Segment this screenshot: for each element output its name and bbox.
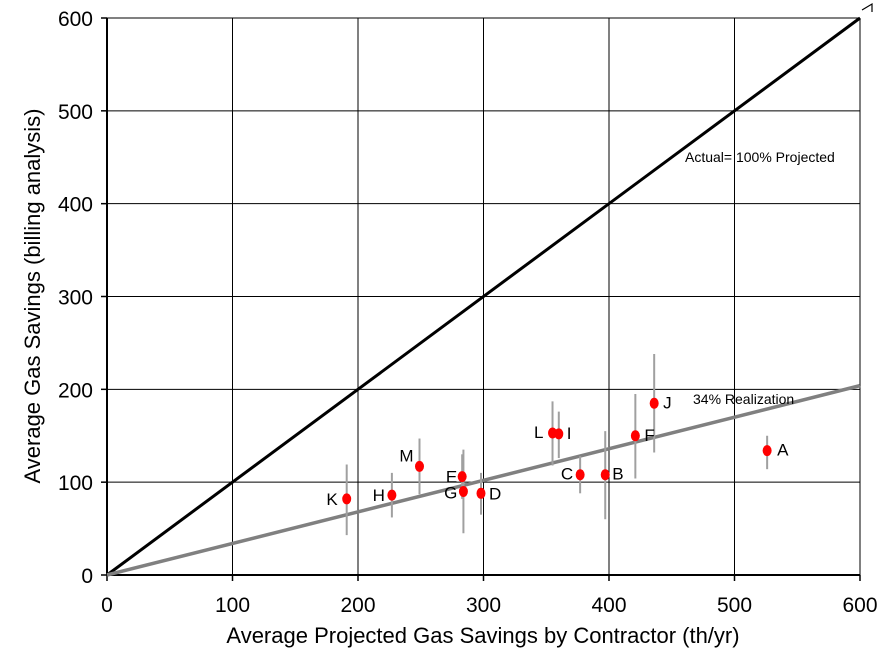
x-tick-label: 100	[215, 594, 250, 617]
point-f	[630, 430, 640, 442]
point-label-c: C	[561, 465, 573, 484]
point-e	[457, 471, 467, 483]
point-label-e: E	[446, 468, 457, 487]
point-m	[414, 460, 424, 472]
y-tick-label: 600	[58, 8, 93, 31]
point-label-b: B	[612, 465, 623, 484]
x-tick-label: 200	[340, 594, 375, 617]
point-j	[649, 397, 659, 409]
y-axis-title: Average Gas Savings (billing analysis)	[20, 109, 45, 484]
x-tick-label: 600	[842, 594, 877, 617]
point-d	[476, 487, 486, 499]
point-label-i: I	[567, 424, 572, 443]
error-bars	[345, 354, 769, 536]
y-tick-label: 0	[81, 565, 93, 588]
x-axis-title: Average Projected Gas Savings by Contrac…	[226, 623, 739, 648]
point-label-k: K	[326, 490, 338, 509]
line-100-label: Actual= 100% Projected	[685, 149, 835, 165]
y-tick-label: 200	[58, 379, 93, 402]
point-label-h: H	[373, 486, 385, 505]
point-label-j: J	[663, 393, 672, 412]
y-tick-label: 500	[58, 101, 93, 124]
point-label-l: L	[534, 423, 543, 442]
line-34-label: 34% Realization	[693, 391, 794, 407]
point-l	[548, 427, 558, 439]
reference-lines: Actual= 100% Projected 34% Realization	[106, 16, 861, 577]
y-tick-label: 100	[58, 472, 93, 495]
point-h	[387, 489, 397, 501]
point-b	[600, 469, 610, 481]
point-label-a: A	[777, 441, 789, 460]
x-tick-label: 500	[717, 594, 752, 617]
line-100-percent	[106, 16, 861, 577]
corner-mark	[861, 2, 873, 12]
point-k	[342, 493, 352, 505]
data-points: A B C D E F G H I J K L M	[326, 393, 789, 509]
point-label-f: F	[644, 426, 654, 445]
point-label-m: M	[399, 446, 413, 465]
x-tick-label: 0	[101, 594, 113, 617]
x-tick-label: 400	[591, 594, 626, 617]
point-g	[458, 485, 468, 497]
tick-labels: 0 100 200 300 400 500 600 0 100 200 300 400 500 600	[58, 8, 878, 617]
y-tick-label: 300	[58, 287, 93, 310]
x-tick-label: 300	[466, 594, 501, 617]
point-label-d: D	[489, 484, 501, 503]
line-34-percent	[106, 383, 861, 577]
y-tick-label: 400	[58, 194, 93, 217]
point-a	[762, 445, 772, 457]
point-label-g: G	[444, 483, 457, 502]
point-c	[575, 469, 585, 481]
